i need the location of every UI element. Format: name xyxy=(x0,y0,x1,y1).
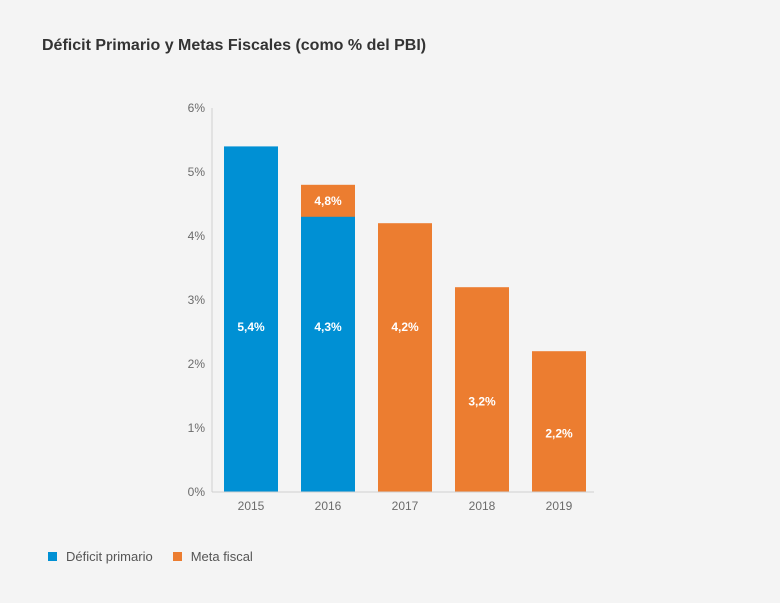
legend-swatch-meta xyxy=(172,552,182,561)
y-tick-label: 2% xyxy=(188,357,206,371)
y-tick-label: 5% xyxy=(188,165,206,179)
bar-meta-2018 xyxy=(455,287,509,492)
bar-deficit-2015 xyxy=(224,146,278,492)
bar-meta-2017 xyxy=(378,223,432,492)
bar-label-deficit-2016: 4,3% xyxy=(314,320,342,334)
x-tick-label: 2016 xyxy=(315,499,342,513)
y-axis-ticks: 0% 1% 2% 3% 4% 5% 6% xyxy=(188,101,206,499)
x-tick-label: 2017 xyxy=(392,499,419,513)
bar-meta-2019 xyxy=(532,351,586,492)
bar-labels-group: 5,4% 4,8% 4,3% 4,2% 3,2% 2,2% xyxy=(237,194,573,441)
x-tick-label: 2018 xyxy=(469,499,496,513)
legend-label-meta: Meta fiscal xyxy=(190,549,253,564)
x-axis-ticks: 2015 2016 2017 2018 2019 xyxy=(238,499,573,513)
legend-item-meta: Meta fiscal xyxy=(172,549,253,564)
legend: Déficit primario Meta fiscal xyxy=(48,549,273,564)
y-tick-label: 0% xyxy=(188,485,206,499)
x-tick-label: 2019 xyxy=(546,499,573,513)
legend-label-deficit: Déficit primario xyxy=(66,549,153,564)
bar-deficit-2016 xyxy=(301,216,355,493)
y-tick-label: 1% xyxy=(188,421,206,435)
chart-title: Déficit Primario y Metas Fiscales (como … xyxy=(42,37,427,54)
y-tick-label: 6% xyxy=(188,101,206,115)
legend-item-deficit: Déficit primario xyxy=(48,549,153,564)
bar-label-meta-2016: 4,8% xyxy=(314,194,342,208)
bar-label-meta-2019: 2,2% xyxy=(545,427,573,441)
y-tick-label: 4% xyxy=(188,229,206,243)
bar-label-meta-2017: 4,2% xyxy=(391,320,419,334)
legend-swatch-deficit xyxy=(48,552,57,561)
x-tick-label: 2015 xyxy=(238,499,265,513)
y-tick-label: 3% xyxy=(188,293,206,307)
bars-group xyxy=(224,146,586,493)
bar-label-meta-2018: 3,2% xyxy=(468,395,496,409)
bar-label-deficit-2015: 5,4% xyxy=(237,320,265,334)
